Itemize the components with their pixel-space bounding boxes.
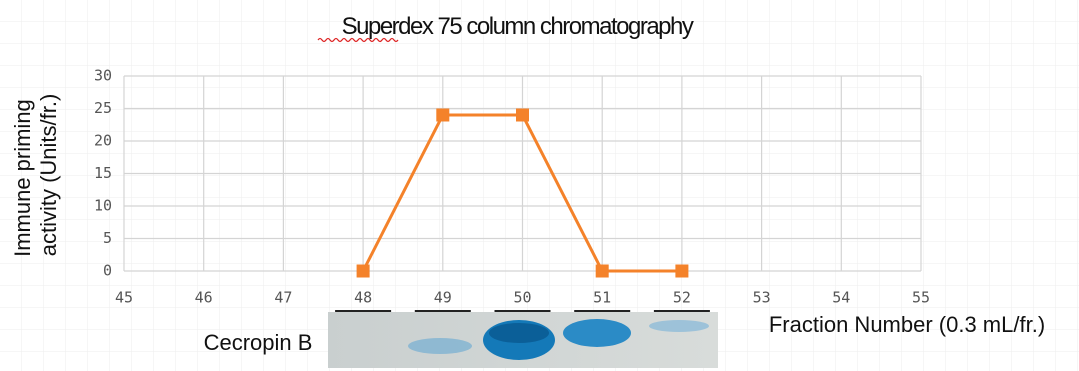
y-tick-label: 0 [103, 262, 112, 280]
gel [328, 312, 718, 368]
chart: Superdex 75 column chromatography Immune… [0, 0, 1079, 371]
y-tick-label: 15 [94, 164, 112, 182]
x-tick-label: 48 [354, 289, 372, 307]
x-axis-label: Fraction Number (0.3 mL/fr.) [769, 312, 1045, 337]
data-point [596, 265, 609, 278]
x-tick-label: 47 [274, 289, 292, 307]
x-tick-label: 54 [832, 289, 850, 307]
x-tick-label: 45 [115, 289, 133, 307]
gel-band [563, 319, 631, 347]
x-tick-label: 55 [912, 289, 930, 307]
gel-band [489, 323, 549, 343]
x-tick-label: 50 [513, 289, 531, 307]
gel-band [408, 338, 472, 354]
y-axis-label-line: activity (Units/fr.) [36, 94, 61, 257]
y-tick-label: 30 [94, 67, 112, 85]
x-tick-label: 52 [673, 289, 691, 307]
y-tick-label: 25 [94, 99, 112, 117]
x-tick-label: 53 [753, 289, 771, 307]
gel-label: Cecropin B [204, 330, 313, 355]
data-point [675, 265, 688, 278]
y-tick-label: 5 [103, 229, 112, 247]
x-tick-label: 51 [593, 289, 611, 307]
gel-band [649, 320, 709, 332]
y-tick-label: 20 [94, 132, 112, 150]
y-axis-label-line: Immune priming [10, 99, 35, 257]
data-point [357, 265, 370, 278]
data-point [516, 109, 529, 122]
y-tick-label: 10 [94, 197, 112, 215]
chart-title: Superdex 75 column chromatography [342, 13, 694, 40]
x-tick-label: 49 [434, 289, 452, 307]
x-tick-label: 46 [195, 289, 213, 307]
y-axis-label: Immune priming activity (Units/fr.) [10, 93, 61, 257]
data-point [436, 109, 449, 122]
